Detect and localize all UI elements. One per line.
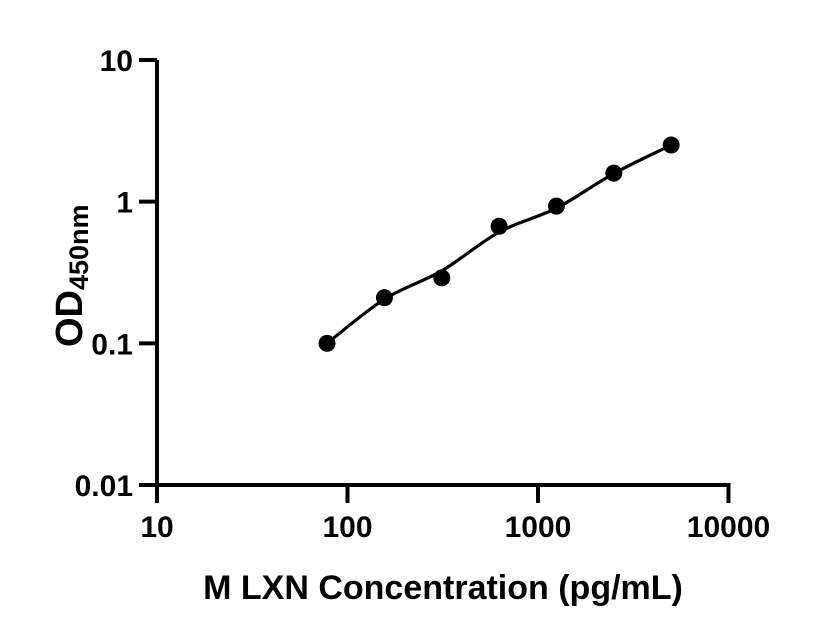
- data-point: [490, 217, 508, 235]
- axes: [155, 59, 731, 487]
- data-point: [662, 136, 680, 154]
- y-axis-title-main: OD: [49, 290, 91, 347]
- x-axis-tick-label: 10: [140, 511, 173, 544]
- y-axis-tick-label: 0.01: [75, 470, 133, 503]
- data-series: [318, 136, 680, 352]
- data-point: [318, 334, 336, 352]
- axis-ticks: [139, 57, 731, 503]
- x-axis-tick-label: 100: [322, 511, 372, 544]
- data-point: [433, 269, 451, 287]
- data-point: [375, 289, 393, 307]
- y-axis-title-subscript: 450nm: [64, 204, 94, 290]
- data-point: [605, 164, 623, 182]
- y-axis-tick-label: 1: [116, 187, 133, 220]
- y-axis-tick-label: 0.1: [91, 328, 133, 361]
- x-axis-title: M LXN Concentration (pg/mL): [203, 569, 683, 607]
- y-axis-tick-label: 10: [100, 45, 133, 78]
- x-axis-tick-label: 1000: [505, 511, 572, 544]
- x-axis-tick-label: 10000: [687, 511, 770, 544]
- data-point: [547, 197, 565, 215]
- y-axis-title: OD450nm: [49, 204, 94, 347]
